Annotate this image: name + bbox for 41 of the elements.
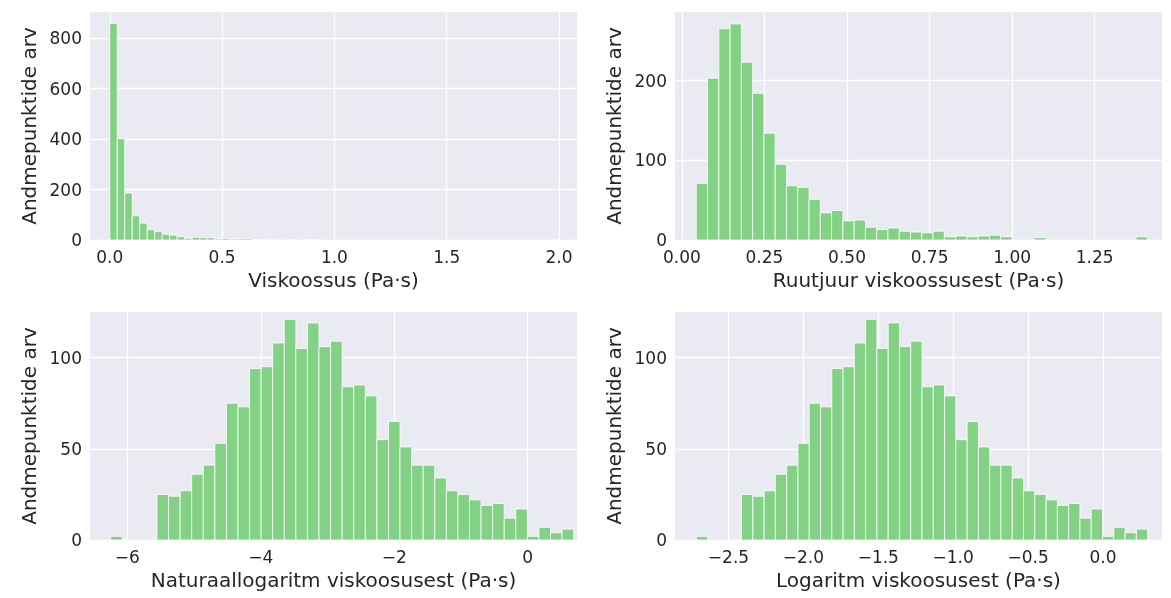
x-tick-label: −2.0 (782, 546, 825, 567)
y-axis-title: Andmepunktide arv (16, 27, 41, 225)
y-tick-label: 0 (71, 530, 82, 550)
y-tick-label: 600 (49, 78, 82, 99)
y-tick-label: 200 (634, 70, 667, 91)
x-tick-label: 0.0 (96, 246, 124, 267)
x-tick-label: 1.25 (1075, 246, 1114, 267)
x-tick-label: −1.0 (932, 546, 974, 567)
x-axis-title: Ruutjuur viskoossusest (Pa·s) (772, 268, 1065, 292)
x-axis-title: Viskoossus (Pa·s) (248, 268, 419, 292)
x-tick-label: 0.50 (828, 246, 866, 267)
x-tick-label: 0.5 (208, 246, 236, 267)
y-tick-label: 100 (634, 150, 667, 171)
y-axis-title: Andmepunktide arv (16, 327, 41, 525)
y-axis-title: Andmepunktide arv (601, 327, 626, 525)
x-tick-label: 0 (522, 546, 534, 567)
x-tick-label: 1.00 (993, 246, 1032, 267)
x-tick-label: 1.5 (433, 246, 461, 267)
y-tick-label: 50 (645, 438, 667, 459)
y-tick-label: 0 (656, 530, 667, 550)
x-axis-title: Naturaallogaritm viskoosusest (Pa·s) (150, 568, 517, 592)
x-tick-label: 0.25 (745, 246, 784, 267)
x-tick-label: −4 (248, 546, 274, 567)
x-tick-label: −2.5 (707, 546, 750, 567)
y-tick-label: 0 (71, 230, 82, 250)
y-tick-label: 100 (49, 347, 82, 368)
x-tick-label: −2 (381, 546, 407, 567)
y-tick-label: 200 (49, 179, 82, 200)
x-tick-label: 1.0 (320, 246, 348, 267)
x-axis-title: Logaritm viskoosusest (Pa·s) (776, 568, 1061, 592)
x-tick-label: −1.5 (857, 546, 899, 567)
x-tick-label: 0.75 (910, 246, 949, 267)
x-tick-label: 0.0 (1089, 546, 1117, 567)
y-axis-title: Andmepunktide arv (601, 27, 626, 225)
x-tick-label: −0.5 (1007, 546, 1049, 567)
y-tick-label: 50 (60, 438, 82, 459)
y-tick-label: 400 (49, 129, 82, 149)
y-tick-label: 800 (49, 28, 82, 49)
x-tick-label: −6 (114, 546, 140, 567)
x-tick-label: 2.0 (545, 246, 573, 267)
y-tick-label: 100 (634, 347, 667, 368)
